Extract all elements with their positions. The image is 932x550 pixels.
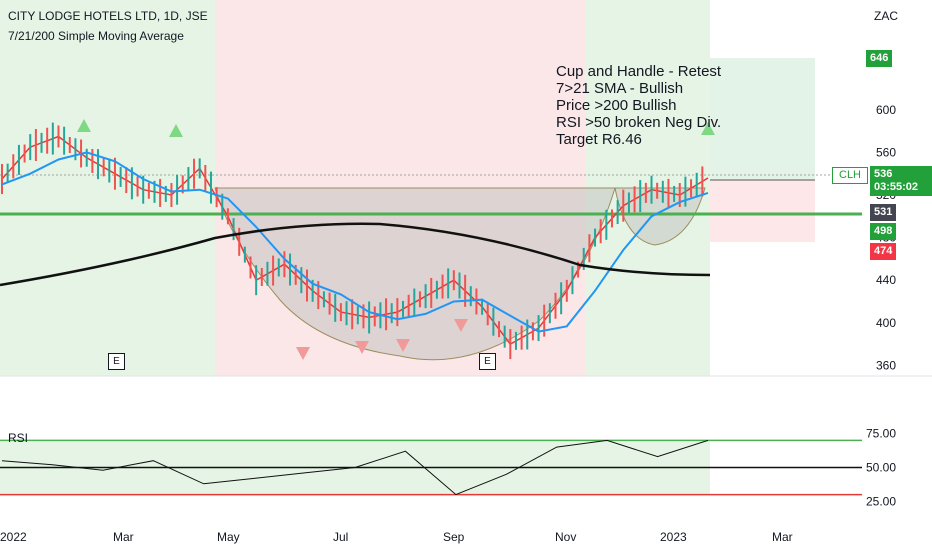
x-tick-label: May (217, 530, 240, 544)
last-price-value: 536 (874, 168, 893, 180)
target-price-badge: 646 (866, 50, 893, 67)
sma-price-badge: 498 (870, 223, 897, 240)
sell-signal-icon (355, 341, 369, 354)
buy-signal-icon (77, 119, 91, 132)
y-tick-label: 560 (876, 145, 896, 159)
rsi-label: RSI (8, 431, 29, 445)
stop-zone (710, 180, 815, 242)
annotation-line: RSI >50 broken Neg Div. (556, 114, 722, 131)
x-tick-label: Mar (113, 530, 134, 544)
x-tick-label: Mar (772, 530, 793, 544)
x-tick-label: Jul (333, 530, 348, 544)
sell-signal-icon (396, 339, 410, 352)
earnings-marker[interactable]: E (108, 353, 125, 370)
sma-21-line (1, 151, 709, 333)
sell-signal-icon (454, 319, 468, 332)
y-tick-label: 440 (876, 273, 896, 287)
x-tick-label: 2022 (0, 530, 27, 544)
annotation-line: Cup and Handle - Retest (556, 63, 722, 80)
x-tick-label: 2023 (660, 530, 687, 544)
y-tick-label: 360 (876, 358, 896, 372)
y-tick-label: 600 (876, 103, 896, 117)
currency-label: ZAC (874, 9, 898, 23)
last-price-badge: 536 03:55:02 (870, 166, 932, 196)
ticker-badge[interactable]: CLH (832, 167, 869, 184)
y-tick-label: 400 (876, 316, 896, 330)
sma-200-line (0, 222, 711, 287)
x-tick-label: Nov (555, 530, 576, 544)
buy-signal-icon (169, 124, 183, 137)
countdown-value: 03:55:02 (874, 181, 919, 193)
buy-signal-icon (701, 122, 715, 135)
sell-signal-icon (296, 347, 310, 360)
rsi-line (1, 439, 709, 496)
chart-title: CITY LODGE HOTELS LTD, 1D, JSE (8, 9, 208, 23)
stop-price-badge: 474 (870, 243, 897, 260)
annotation-line: Target R6.46 (556, 131, 642, 148)
target-zone (710, 58, 815, 180)
earnings-marker[interactable]: E (479, 353, 496, 370)
rsi-tick-label: 75.00 (866, 427, 896, 441)
support-price-badge: 531 (870, 204, 897, 221)
annotation-line: 7>21 SMA - Bullish (556, 80, 684, 97)
annotation-line: Price >200 Bullish (556, 97, 677, 114)
indicator-label: 7/21/200 Simple Moving Average (8, 29, 184, 43)
rsi-tick-label: 25.00 (866, 494, 896, 508)
annotation-text: Cup and Handle - Retest 7>21 SMA - Bulli… (556, 63, 721, 148)
rsi-tick-label: 50.00 (866, 461, 896, 475)
x-tick-label: Sep (443, 530, 465, 544)
